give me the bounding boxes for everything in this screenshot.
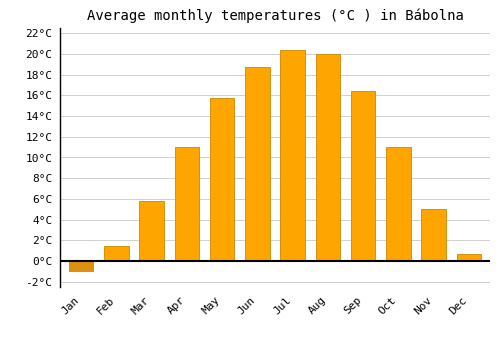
Title: Average monthly temperatures (°C ) in Bábolna: Average monthly temperatures (°C ) in Bá… xyxy=(86,8,464,23)
Bar xyxy=(280,50,305,261)
Bar xyxy=(69,261,94,272)
Bar xyxy=(386,147,410,261)
Bar xyxy=(316,54,340,261)
Bar xyxy=(422,209,446,261)
Bar xyxy=(140,201,164,261)
Bar xyxy=(174,147,199,261)
Bar xyxy=(210,98,234,261)
Bar xyxy=(245,67,270,261)
Bar xyxy=(104,246,128,261)
Bar xyxy=(456,254,481,261)
Bar xyxy=(351,91,376,261)
